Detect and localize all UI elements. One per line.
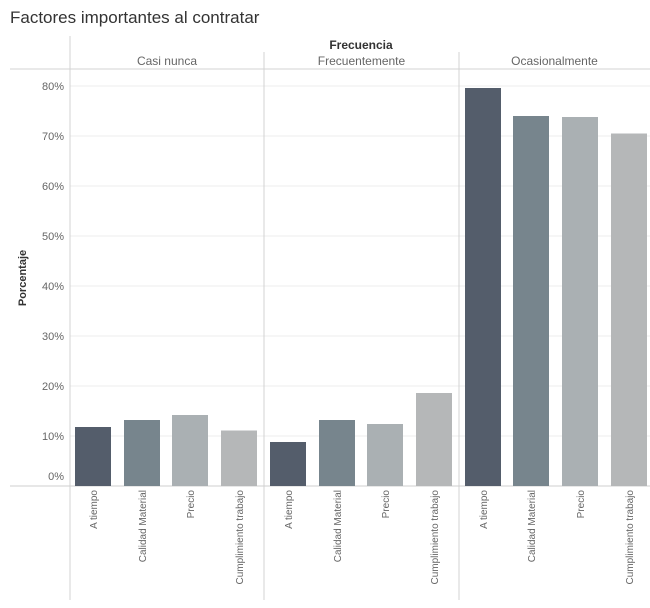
chart-title: Factores importantes al contratar [10, 8, 260, 27]
bar-2-2 [562, 117, 598, 486]
y-tick-label-50: 50% [42, 231, 64, 243]
panel-header-0: Casi nunca [137, 54, 197, 68]
y-tick-label-10: 10% [42, 431, 64, 443]
y-tick-label-20: 20% [42, 381, 64, 393]
category-label-1-3: Cumplimiento trabajo [430, 490, 441, 585]
y-tick-label-60: 60% [42, 181, 64, 193]
panel-header-1: Frecuentemente [318, 54, 406, 68]
panel-header-2: Ocasionalmente [511, 54, 598, 68]
category-label-0-3: Cumplimiento trabajo [235, 490, 246, 585]
y-tick-label-80: 80% [42, 81, 64, 93]
bar-2-1 [513, 116, 549, 486]
category-label-2-3: Cumplimiento trabajo [625, 490, 636, 585]
category-label-1-0: A tiempo [284, 490, 295, 529]
bar-1-0 [270, 442, 306, 486]
y-tick-label-70: 70% [42, 131, 64, 143]
bar-0-3 [221, 430, 257, 486]
y-tick-label-0: 0% [48, 471, 64, 483]
y-axis-title: Porcentaje [17, 250, 29, 306]
bar-0-1 [124, 420, 160, 486]
category-label-2-0: A tiempo [479, 490, 490, 529]
category-label-0-2: Precio [186, 490, 197, 519]
category-label-0-0: A tiempo [89, 490, 100, 529]
bar-1-2 [367, 424, 403, 486]
bar-1-3 [416, 393, 452, 486]
category-label-2-1: Calidad Material [527, 490, 538, 562]
bar-0-0 [75, 427, 111, 486]
category-label-1-2: Precio [381, 490, 392, 519]
category-label-2-2: Precio [576, 490, 587, 519]
y-tick-label-30: 30% [42, 331, 64, 343]
category-label-1-1: Calidad Material [333, 490, 344, 562]
y-tick-label-40: 40% [42, 281, 64, 293]
bar-2-0 [465, 88, 501, 486]
bar-0-2 [172, 415, 208, 486]
bar-2-3 [611, 133, 647, 486]
category-label-0-1: Calidad Material [138, 490, 149, 562]
column-header: Frecuencia [329, 38, 393, 52]
bar-1-1 [319, 420, 355, 486]
